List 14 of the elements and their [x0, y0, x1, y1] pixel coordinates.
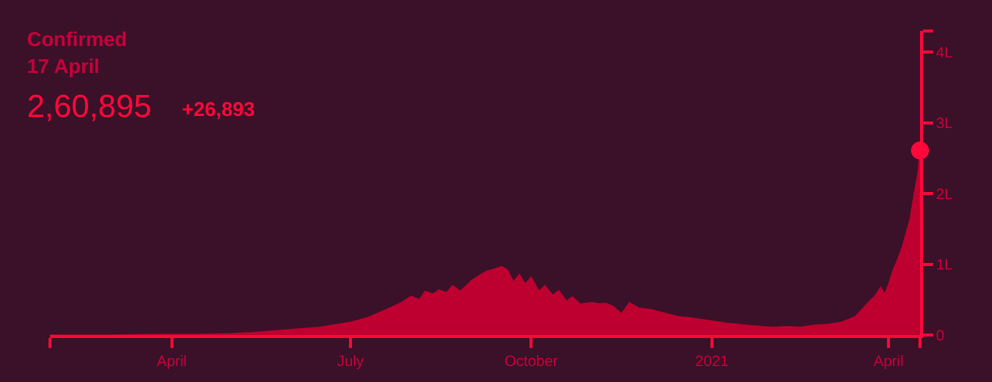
- annotation: 2,60,895: [27, 88, 152, 124]
- x-tick-label: April: [156, 353, 187, 370]
- y-tick-label: 4L: [936, 44, 953, 62]
- x-tick-label: 2021: [695, 353, 729, 370]
- chart-title: Confirmed: [27, 29, 127, 51]
- y-tick-label: 1L: [936, 256, 953, 274]
- x-tick-label: July: [337, 353, 364, 370]
- x-tick-label: October: [504, 353, 558, 370]
- x-tick-label: April: [874, 353, 904, 370]
- y-tick-label: 0: [936, 327, 944, 344]
- text: 17 April: [27, 56, 100, 78]
- y-tick-label: 2L: [936, 186, 953, 203]
- annotation: +26,893: [182, 99, 255, 121]
- y-tick-label: 3L: [936, 115, 953, 132]
